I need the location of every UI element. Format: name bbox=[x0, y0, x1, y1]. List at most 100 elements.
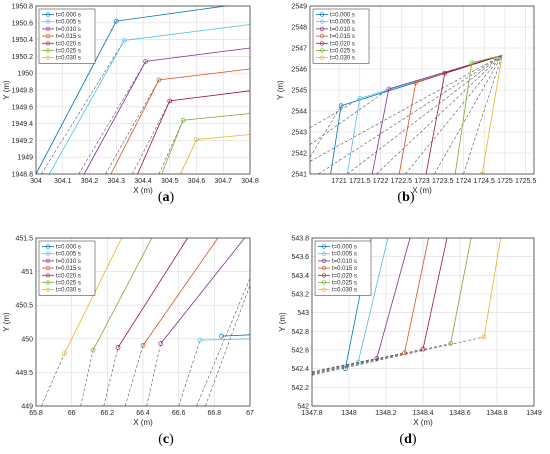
x-tick-label: 1721 bbox=[331, 178, 347, 185]
legend-marker bbox=[45, 273, 51, 278]
dashed-line bbox=[347, 55, 503, 174]
series-marker-6 bbox=[194, 137, 199, 142]
legend-marker bbox=[45, 287, 51, 292]
series-line-4 bbox=[117, 238, 188, 348]
x-tick-label: 1348.6 bbox=[449, 410, 471, 417]
series-marker-1 bbox=[357, 96, 363, 101]
legend-label: t=0.025 s bbox=[332, 281, 357, 287]
legend-marker bbox=[45, 26, 51, 32]
series-marker-0 bbox=[219, 333, 224, 339]
series-marker-5 bbox=[180, 117, 186, 123]
x-tick-label: 304.5 bbox=[161, 178, 179, 185]
legend-marker bbox=[319, 26, 325, 32]
y-tick-label: 2546 bbox=[291, 67, 307, 74]
dashed-line bbox=[310, 105, 342, 158]
y-axis-label: Y (m) bbox=[2, 312, 11, 332]
series-line-3 bbox=[404, 238, 429, 353]
x-tick-label: 304.2 bbox=[81, 178, 99, 185]
series-line-4 bbox=[422, 238, 448, 350]
legend-marker bbox=[45, 33, 51, 39]
legend-label: t=0.005 s bbox=[56, 20, 81, 26]
x-tick-label: 1348.4 bbox=[412, 410, 434, 417]
y-tick-label: 450 bbox=[21, 336, 33, 343]
series-marker-3 bbox=[413, 80, 419, 86]
axes-box-a bbox=[35, 5, 251, 175]
legend-label: t=0.015 s bbox=[330, 34, 355, 40]
x-tick-label: 66.2 bbox=[101, 410, 115, 417]
series-marker-0 bbox=[338, 103, 344, 109]
legend-label: t=0.030 s bbox=[330, 56, 355, 62]
y-tick-label: 2542 bbox=[291, 151, 307, 158]
legend-marker bbox=[321, 273, 327, 278]
y-tick-label: 543.6 bbox=[291, 254, 309, 261]
axes-box-b bbox=[309, 5, 535, 175]
legend-marker bbox=[45, 55, 51, 60]
dashed-line bbox=[405, 55, 503, 174]
series-marker-3 bbox=[156, 77, 162, 83]
y-tick-label: 449.5 bbox=[15, 370, 33, 377]
series-line-4 bbox=[137, 90, 250, 174]
dashed-line bbox=[376, 55, 503, 174]
y-tick-label: 1950 bbox=[17, 71, 33, 78]
y-tick-label: 2548 bbox=[291, 25, 307, 32]
legend-label: t=0.010 s bbox=[332, 259, 357, 265]
legend-label: t=0.020 s bbox=[56, 273, 81, 279]
legend-label: t=0.000 s bbox=[56, 245, 81, 251]
series-marker-4 bbox=[167, 98, 173, 104]
dashed-line bbox=[312, 336, 485, 376]
legend-label: t=0.030 s bbox=[332, 288, 357, 294]
legend-box-a bbox=[38, 8, 96, 64]
legend-label: t=0.020 s bbox=[332, 273, 357, 279]
axes-box-d bbox=[311, 237, 535, 407]
legend-label: t=0.000 s bbox=[56, 13, 81, 19]
x-tick-label: 304.4 bbox=[134, 178, 152, 185]
y-tick-label: 542.8 bbox=[291, 329, 309, 336]
series-group-c bbox=[41, 238, 250, 406]
series-marker-5 bbox=[90, 347, 96, 353]
dashed-line bbox=[434, 55, 503, 174]
y-tick-label: 1950.6 bbox=[12, 20, 34, 27]
legend-marker bbox=[319, 12, 325, 17]
series-line-1 bbox=[357, 238, 389, 363]
dashed-line bbox=[78, 61, 146, 174]
legend-marker bbox=[321, 251, 327, 256]
legend-label: t=0.005 s bbox=[56, 252, 81, 258]
x-tick-label: 304.1 bbox=[54, 178, 72, 185]
legend-label: t=0.025 s bbox=[56, 281, 81, 287]
series-line-3 bbox=[142, 238, 219, 346]
y-tick-label: 542 bbox=[297, 404, 309, 411]
legend-marker bbox=[45, 244, 51, 249]
legend-marker bbox=[45, 12, 51, 17]
legend-marker bbox=[321, 258, 327, 264]
dashed-line bbox=[312, 352, 405, 373]
y-tick-label: 1950.4 bbox=[12, 37, 34, 44]
series-marker-1 bbox=[121, 38, 127, 43]
series-marker-3 bbox=[402, 350, 407, 356]
x-axis-label: X (m) bbox=[413, 418, 433, 427]
y-tick-label: 2541 bbox=[291, 172, 307, 179]
legend-label: t=0.025 s bbox=[330, 49, 355, 55]
legend-label: t=0.015 s bbox=[332, 266, 357, 272]
legend-label: t=0.000 s bbox=[332, 245, 357, 251]
legend-marker bbox=[45, 19, 51, 24]
y-tick-label: 2547 bbox=[291, 46, 307, 53]
y-tick-label: 543.4 bbox=[291, 273, 309, 280]
series-line-5 bbox=[161, 113, 250, 174]
legend-label: t=0.025 s bbox=[56, 49, 81, 55]
dashed-line bbox=[196, 278, 250, 406]
series-marker-1 bbox=[197, 337, 203, 343]
legend-marker bbox=[321, 244, 327, 249]
series-line-4 bbox=[425, 54, 503, 174]
dashed-line bbox=[312, 348, 424, 374]
y-tick-label: 2543 bbox=[291, 130, 307, 137]
dashed-line bbox=[80, 350, 94, 406]
legend-marker bbox=[319, 41, 325, 46]
y-tick-label: 1948.8 bbox=[12, 172, 34, 179]
y-tick-label: 543.2 bbox=[291, 292, 309, 299]
series-line-2 bbox=[160, 238, 245, 344]
chart-a: 304 304.1 304.2 304.3 304.4 304.5 304.6 304.7 30… bbox=[2, 4, 259, 196]
legend-label: t=0.000 s bbox=[330, 13, 355, 19]
dashed-line bbox=[318, 55, 503, 174]
x-tick-label: 1723 bbox=[414, 178, 430, 185]
series-marker-5 bbox=[448, 341, 454, 346]
